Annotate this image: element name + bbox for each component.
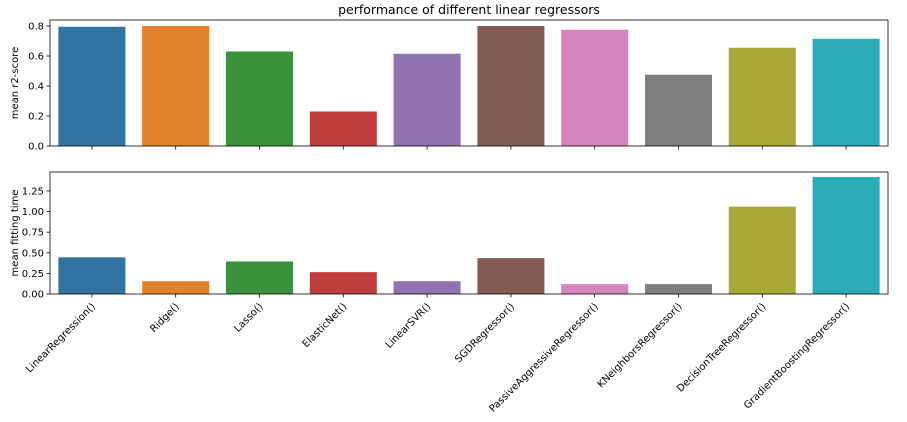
bar-kneighborsregressor — [644, 74, 713, 146]
bar-passiveaggressiveregressor — [561, 29, 629, 146]
y-tick-label: 0.0 — [28, 142, 44, 153]
y-axis-label: mean fitting time — [10, 190, 21, 277]
bar-decisiontreeregressor — [728, 47, 796, 146]
x-tick-label: SGDRegressor() — [453, 301, 517, 365]
bar-ridge — [142, 281, 210, 294]
bar-linearsvr — [393, 53, 461, 146]
y-tick-label: 0.25 — [22, 269, 44, 280]
y-tick-label: 0.4 — [28, 82, 44, 93]
bar-elasticnet — [309, 272, 377, 294]
bar-passiveaggressiveregressor — [561, 284, 629, 294]
bar-gradientboostingregressor — [812, 176, 880, 294]
y-tick-label: 1.25 — [22, 186, 44, 197]
bar-ridge — [142, 26, 210, 146]
y-tick-label: 0.00 — [22, 290, 44, 301]
bar-linearregression — [58, 257, 126, 294]
bar-decisiontreeregressor — [728, 206, 796, 294]
y-tick-label: 0.50 — [22, 248, 44, 259]
bar-elasticnet — [309, 111, 377, 146]
y-axis-label: mean r2-score — [10, 47, 21, 120]
bar-sgdregressor — [477, 26, 545, 146]
chart-title: performance of different linear regresso… — [338, 2, 600, 17]
y-tick-label: 0.2 — [28, 112, 44, 123]
bar-linearsvr — [393, 281, 461, 294]
y-tick-label: 0.8 — [28, 22, 44, 33]
bar-linearregression — [58, 26, 126, 146]
x-tick-label: ElasticNet() — [301, 301, 350, 350]
x-tick-label: Ridge() — [148, 301, 182, 335]
x-tick-label: Lasso() — [232, 301, 265, 334]
bar-sgdregressor — [477, 258, 545, 294]
bar-kneighborsregressor — [644, 284, 713, 294]
bar-lasso — [225, 51, 294, 146]
axes-frame — [49, 171, 889, 295]
y-tick-label: 0.75 — [22, 228, 44, 239]
y-tick-label: 1.00 — [22, 207, 44, 218]
x-tick-label: DecisionTreeRegressor() — [675, 301, 768, 394]
x-tick-label: LinearSVR() — [384, 301, 434, 351]
r2-score-panel: performance of different linear regresso… — [10, 2, 889, 153]
bar-lasso — [225, 261, 294, 294]
x-tick-label: KNeighborsRegressor() — [596, 301, 685, 390]
y-tick-label: 0.6 — [28, 52, 44, 63]
x-tick-label: LinearRegression() — [24, 301, 98, 375]
bar-gradientboostingregressor — [812, 38, 880, 146]
axes-frame — [49, 19, 889, 147]
